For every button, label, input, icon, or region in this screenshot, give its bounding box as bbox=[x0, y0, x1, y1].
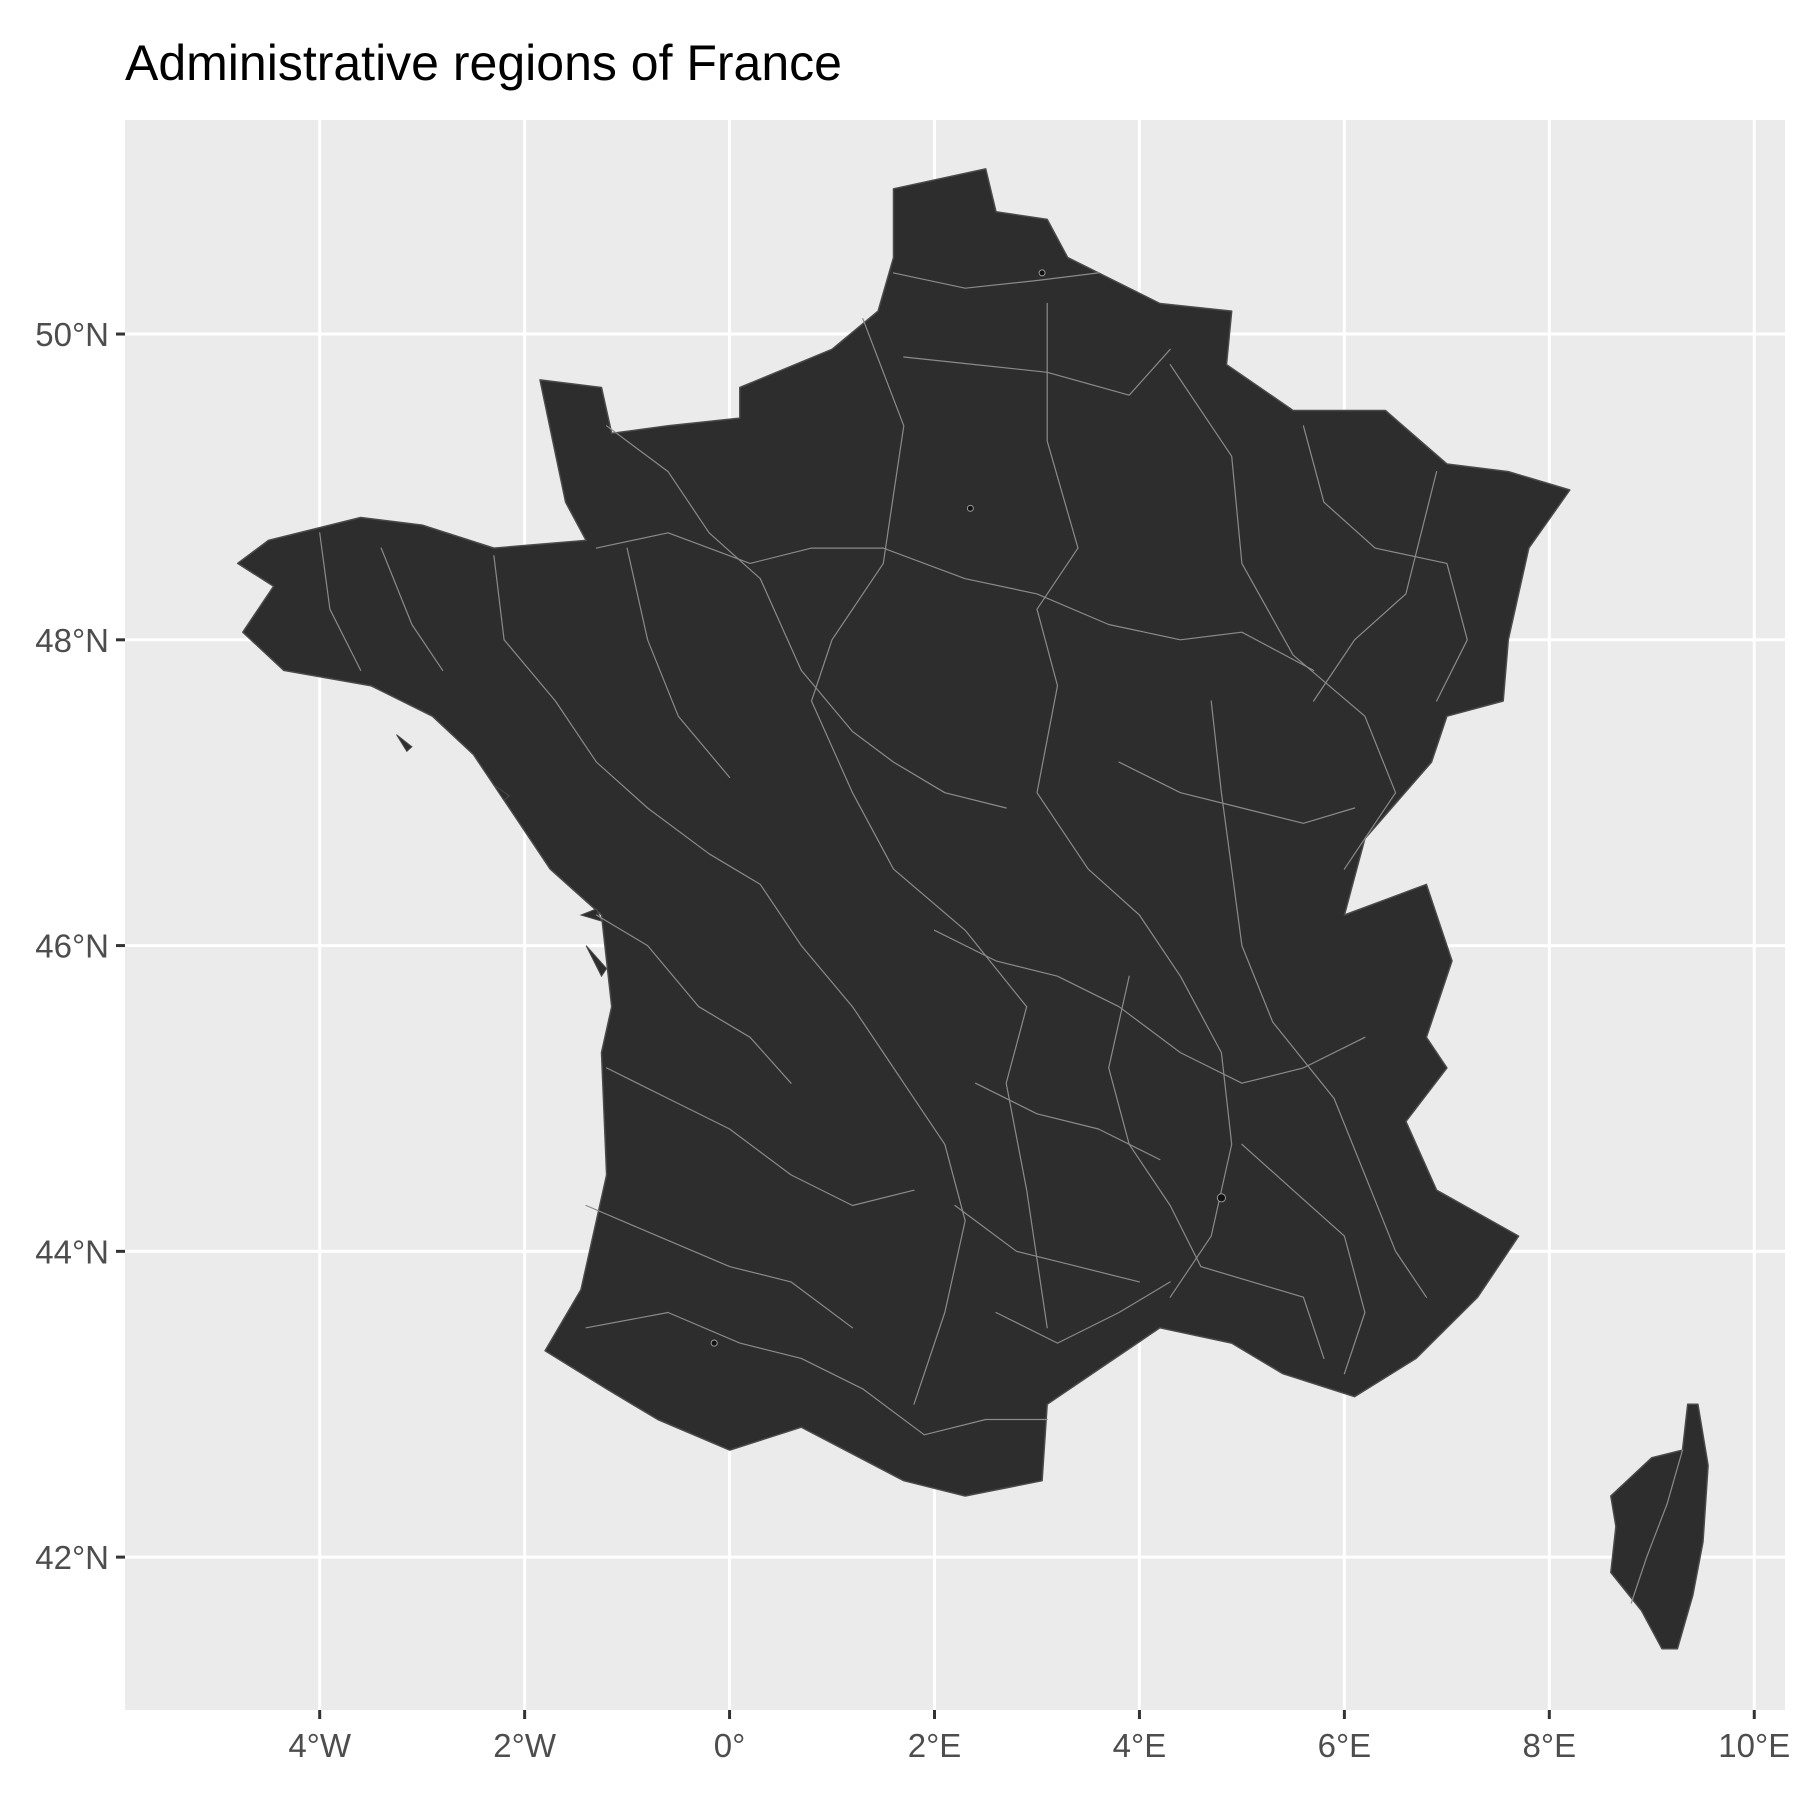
land-layer bbox=[236, 168, 1709, 1650]
region-boundaries bbox=[319, 272, 1684, 1604]
y-tick-label: 42°N bbox=[35, 1539, 109, 1576]
region-boundary bbox=[995, 1281, 1171, 1344]
region-boundary bbox=[493, 555, 966, 1405]
x-tick-label: 4°E bbox=[1113, 1727, 1167, 1764]
enclave-feature bbox=[966, 504, 974, 512]
enclave-feature bbox=[1038, 269, 1046, 277]
island bbox=[585, 945, 608, 978]
region-boundary bbox=[319, 532, 362, 671]
enclave-feature bbox=[1216, 1193, 1227, 1203]
y-tick-label: 48°N bbox=[35, 622, 109, 659]
x-tick-label: 2°W bbox=[493, 1727, 557, 1764]
region-boundary bbox=[1108, 975, 1202, 1268]
corsica bbox=[1610, 1403, 1709, 1650]
region-boundary bbox=[595, 914, 792, 1084]
region-boundary bbox=[1210, 700, 1427, 1298]
region-boundary bbox=[380, 547, 444, 671]
region-boundary bbox=[606, 425, 761, 580]
x-tick-label: 4°W bbox=[288, 1727, 352, 1764]
island bbox=[579, 908, 603, 922]
region-boundary bbox=[892, 272, 1100, 289]
region-boundary bbox=[606, 1067, 915, 1207]
x-tick-label: 0° bbox=[714, 1727, 746, 1764]
x-tick-label: 8°E bbox=[1523, 1727, 1577, 1764]
map-title: Administrative regions of France bbox=[125, 35, 842, 91]
island bbox=[493, 784, 511, 802]
region-boundary bbox=[1241, 1143, 1366, 1375]
region-boundary bbox=[954, 1204, 1140, 1283]
region-boundary bbox=[585, 1204, 854, 1329]
region-boundary bbox=[759, 578, 1007, 809]
y-tick-label: 44°N bbox=[35, 1233, 109, 1270]
region-boundary bbox=[1630, 1449, 1684, 1604]
mainland-france bbox=[236, 168, 1571, 1497]
y-tick-label: 50°N bbox=[35, 316, 109, 353]
x-tick-label: 10°E bbox=[1718, 1727, 1790, 1764]
x-tick-label: 6°E bbox=[1318, 1727, 1372, 1764]
region-boundary bbox=[933, 929, 1366, 1084]
small-features bbox=[710, 269, 1227, 1347]
region-boundary bbox=[1302, 425, 1468, 702]
axes: 4°W 2°W 0° 2°E 4°E 6°E 8°E 10°E 42°N 44°N 46°N 48°N… bbox=[35, 316, 1790, 1764]
region-boundary bbox=[1036, 302, 1233, 1298]
region-boundary bbox=[585, 1311, 925, 1436]
region-boundary bbox=[1313, 471, 1438, 702]
region-boundary bbox=[1200, 1266, 1325, 1359]
region-boundary bbox=[626, 547, 731, 778]
region-boundary bbox=[923, 1418, 1048, 1436]
x-tick-label: 2°E bbox=[908, 1727, 962, 1764]
region-boundary bbox=[810, 318, 1048, 1329]
island bbox=[396, 734, 413, 753]
enclave-feature bbox=[710, 1339, 718, 1347]
region-boundary bbox=[1118, 761, 1356, 824]
region-boundary bbox=[595, 532, 1315, 671]
region-boundary bbox=[1169, 364, 1397, 870]
y-tick-label: 46°N bbox=[35, 928, 109, 965]
